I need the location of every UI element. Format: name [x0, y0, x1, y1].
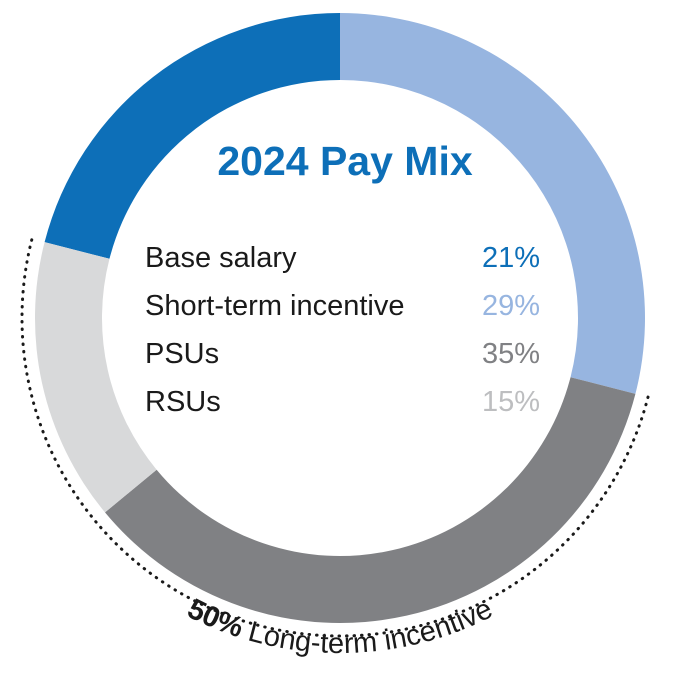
legend: Base salary 21% Short-term incentive 29%… — [145, 242, 540, 434]
legend-label: RSUs — [145, 386, 221, 418]
legend-value: 29% — [481, 290, 540, 322]
legend-value: 35% — [481, 338, 540, 370]
legend-row-psus: PSUs 35% — [145, 338, 540, 386]
legend-row-rsus: RSUs 15% — [145, 386, 540, 434]
donut-slices — [34, 12, 645, 623]
legend-value: 15% — [481, 386, 540, 418]
long-term-incentive-dotted-arc — [20, 237, 650, 637]
legend-value: 21% — [481, 242, 540, 274]
chart-title: 2024 Pay Mix — [217, 138, 473, 184]
legend-label: Base salary — [145, 242, 297, 274]
donut-slice-base-salary — [44, 12, 341, 259]
legend-label: Short-term incentive — [145, 290, 405, 322]
legend-row-short-term-incentive: Short-term incentive 29% — [145, 290, 540, 338]
donut-slice-psus — [104, 377, 636, 623]
legend-row-base-salary: Base salary 21% — [145, 242, 540, 290]
legend-label: PSUs — [145, 338, 220, 370]
donut-slice-short-term-incentive — [340, 13, 645, 394]
donut-slice-rsus — [34, 242, 157, 513]
